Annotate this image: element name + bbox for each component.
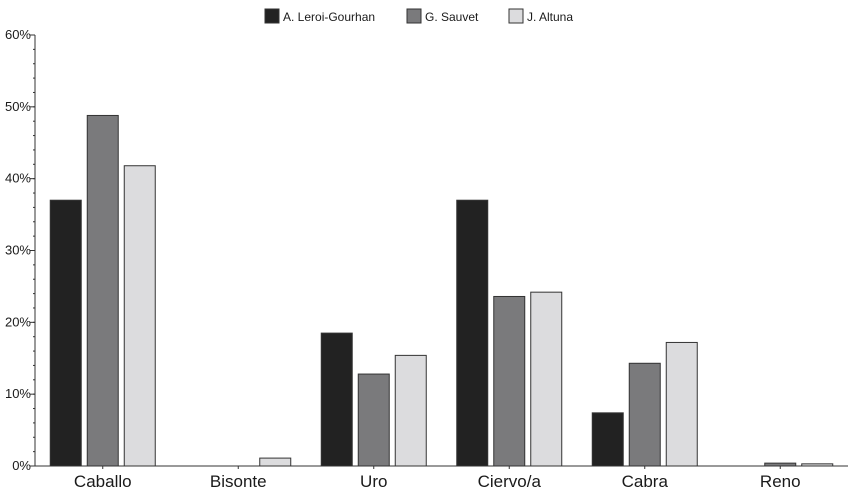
bar-uro-series-1 bbox=[320, 332, 353, 467]
y-tick-label: 50% bbox=[5, 99, 31, 114]
bar-caballo-series-2 bbox=[86, 114, 119, 467]
bar-uro-series-2 bbox=[357, 373, 390, 467]
y-tick-label: 20% bbox=[5, 314, 31, 329]
bar-cabra-series-3 bbox=[665, 341, 698, 467]
x-tick-label: Cabra bbox=[622, 472, 669, 490]
x-tick-label: Bisonte bbox=[210, 472, 267, 490]
legend-swatch bbox=[406, 8, 422, 24]
x-tick-label: Ciervo/a bbox=[478, 472, 542, 490]
bar-ciervoa-series-3 bbox=[530, 291, 563, 467]
y-tick-label: 0% bbox=[12, 458, 31, 473]
bars bbox=[49, 114, 834, 467]
bar-bisonte-series-3 bbox=[259, 457, 292, 467]
legend-swatch bbox=[264, 8, 280, 24]
bar-uro-series-3 bbox=[394, 354, 427, 467]
x-tick-label: Uro bbox=[360, 472, 387, 490]
legend-label: G. Sauvet bbox=[425, 10, 479, 24]
x-tick-label: Reno bbox=[760, 472, 801, 490]
bar-cabra-series-1 bbox=[591, 412, 624, 467]
bar-caballo-series-1 bbox=[49, 199, 82, 467]
y-tick-label: 10% bbox=[5, 386, 31, 401]
axes: 0% 10% 20% 30% 40% 50% 60% Caballo Bisonte Uro Cie… bbox=[5, 27, 848, 490]
legend-swatch bbox=[508, 8, 524, 24]
bar-cabra-series-2 bbox=[628, 362, 661, 467]
y-tick-label: 60% bbox=[5, 27, 31, 42]
legend-label: J. Altuna bbox=[527, 10, 573, 24]
legend-label: A. Leroi-Gourhan bbox=[283, 10, 375, 24]
x-tick-label: Caballo bbox=[74, 472, 132, 490]
bar-ciervoa-series-2 bbox=[493, 295, 526, 467]
legend: A. Leroi-Gourhan G. Sauvet J. Altuna bbox=[264, 8, 573, 24]
y-tick-label: 40% bbox=[5, 171, 31, 186]
y-tick-label: 30% bbox=[5, 243, 31, 258]
bar-caballo-series-3 bbox=[123, 165, 156, 467]
bar-ciervoa-series-1 bbox=[456, 199, 489, 467]
